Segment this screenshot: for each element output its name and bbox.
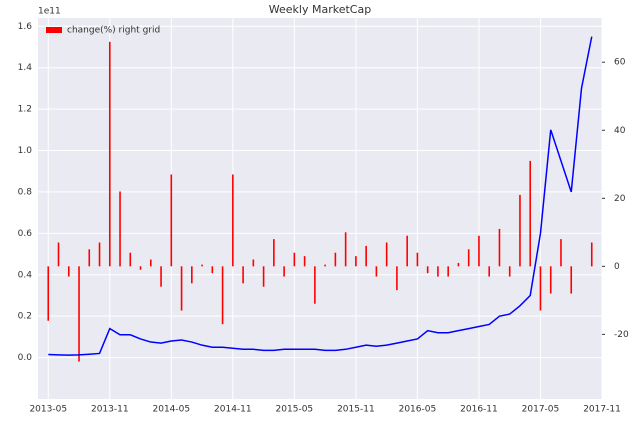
bar	[416, 252, 419, 267]
y2-tick-label: 0	[614, 262, 620, 272]
bar	[396, 266, 398, 291]
bar	[560, 239, 562, 267]
line	[48, 36, 593, 356]
chart-title: Weekly MarketCap	[269, 3, 371, 16]
y-tick-label: 1.2	[18, 105, 32, 115]
bar	[293, 252, 296, 267]
x-tick-label: 2016-05	[399, 405, 437, 415]
bar	[180, 266, 183, 311]
bar	[211, 266, 214, 274]
bar	[457, 262, 460, 267]
bar	[314, 266, 316, 304]
bar	[467, 249, 470, 267]
bar	[57, 242, 60, 267]
x-tick-label: 2015-05	[276, 405, 314, 415]
y-tick-label: 1.0	[18, 146, 33, 156]
x-tick-label: 2013-11	[91, 405, 129, 415]
y-tick-label: 0.0	[18, 353, 33, 363]
y2-tick-label: -20	[614, 330, 629, 340]
x-tick-label: 2013-05	[29, 405, 67, 415]
bar	[221, 266, 224, 325]
y2-tick-label: 20	[614, 194, 626, 204]
y-tick-label: 0.2	[18, 312, 32, 322]
bar	[344, 232, 347, 267]
x-tick-label: 2015-11	[337, 405, 375, 415]
y2-tick-label: 60	[614, 58, 626, 68]
y2-tick-label: 40	[614, 126, 626, 136]
bar	[232, 174, 234, 267]
bar	[191, 266, 193, 284]
x-tick-label: 2017-05	[522, 405, 560, 415]
bar	[447, 266, 449, 277]
y-tick-label: 1.6	[18, 22, 33, 32]
bar	[67, 266, 70, 277]
offset-label: 1e11	[38, 7, 61, 17]
bar	[375, 266, 378, 277]
x-tick-label: 2014-11	[214, 405, 252, 415]
x-tick-label: 2014-05	[153, 405, 191, 415]
bar	[324, 264, 326, 267]
bar	[570, 266, 573, 294]
bar	[262, 266, 265, 287]
legend-swatch	[46, 27, 62, 33]
bar	[78, 266, 80, 362]
bar	[437, 266, 439, 277]
bar	[139, 266, 142, 270]
bar	[355, 256, 357, 267]
bar	[590, 242, 593, 267]
bar	[201, 264, 203, 267]
bar	[426, 266, 429, 274]
bar	[334, 252, 337, 267]
plot-area	[38, 18, 602, 399]
bar	[385, 242, 388, 267]
bar	[488, 266, 490, 277]
bar	[129, 252, 132, 267]
bar	[252, 259, 255, 267]
bar	[508, 266, 511, 277]
bar	[273, 239, 275, 267]
bar	[119, 191, 121, 267]
bar	[365, 245, 367, 267]
bar	[160, 266, 162, 287]
bar	[283, 266, 285, 277]
bar	[519, 194, 521, 267]
bar	[303, 256, 306, 267]
bar	[529, 160, 532, 267]
y-tick-label: 0.6	[18, 229, 33, 239]
x-tick-label: 2017-11	[583, 405, 621, 415]
bar	[478, 235, 480, 267]
bar	[242, 266, 244, 284]
bar	[170, 174, 173, 267]
bar	[539, 266, 542, 311]
bar	[88, 249, 91, 267]
bar	[498, 228, 501, 267]
bar	[150, 259, 152, 267]
y-tick-label: 0.4	[18, 270, 33, 280]
y-tick-label: 0.8	[18, 187, 33, 197]
bar	[108, 41, 111, 267]
bar	[406, 235, 408, 267]
legend-label: change(%) right grid	[67, 26, 160, 36]
x-tick-label: 2016-11	[460, 405, 498, 415]
bar	[549, 266, 552, 294]
bar	[98, 242, 101, 267]
bar	[47, 266, 50, 321]
y-tick-label: 1.4	[18, 63, 33, 73]
